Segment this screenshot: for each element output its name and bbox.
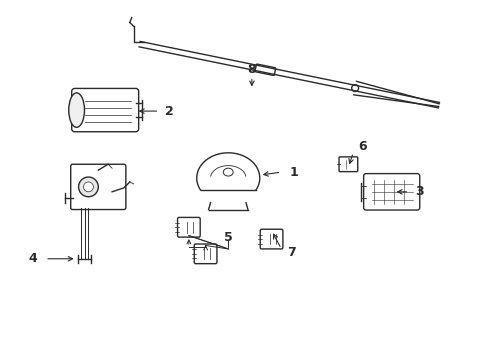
Text: 6: 6 [358, 140, 366, 153]
Ellipse shape [223, 168, 233, 176]
Text: 2: 2 [165, 105, 174, 118]
Ellipse shape [351, 85, 358, 91]
FancyBboxPatch shape [255, 64, 275, 76]
FancyBboxPatch shape [363, 174, 419, 210]
Text: 3: 3 [414, 185, 423, 198]
Circle shape [83, 182, 93, 192]
FancyBboxPatch shape [177, 217, 200, 237]
Text: 4: 4 [28, 252, 37, 265]
FancyBboxPatch shape [194, 244, 217, 264]
Text: 1: 1 [289, 166, 298, 179]
Text: 5: 5 [224, 231, 232, 244]
Ellipse shape [69, 93, 84, 127]
Circle shape [79, 177, 98, 197]
FancyBboxPatch shape [260, 229, 283, 249]
Text: 7: 7 [287, 246, 295, 259]
FancyBboxPatch shape [72, 89, 139, 132]
Text: 8: 8 [247, 63, 256, 76]
FancyBboxPatch shape [338, 157, 357, 172]
FancyBboxPatch shape [71, 164, 125, 210]
